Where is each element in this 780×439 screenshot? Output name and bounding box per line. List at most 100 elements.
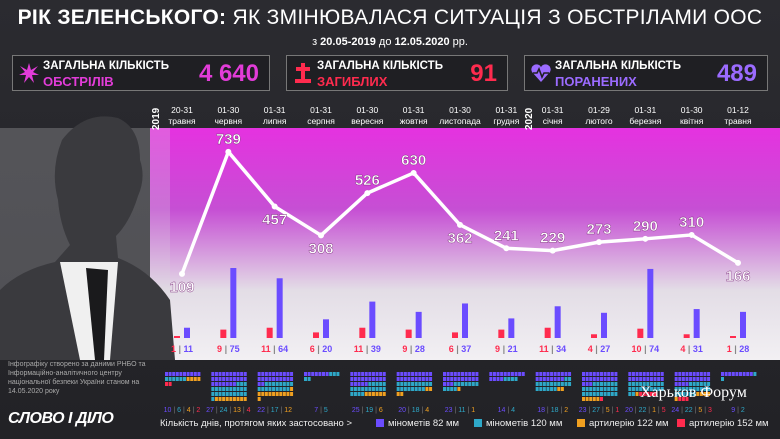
weapon-day-cell — [699, 387, 703, 391]
weapon-day-cell — [749, 372, 753, 376]
weapon-day-cell — [535, 387, 539, 391]
shelling-value-label: 273 — [586, 221, 611, 238]
weapon-day-cell — [592, 397, 596, 401]
weapon-day-cell — [229, 392, 233, 396]
title-bold: РІК ЗЕЛЕНСЬКОГО: — [17, 6, 227, 29]
stat-killed-line2: ЗАГИБЛИХ — [317, 74, 388, 89]
weapon-day-cell — [674, 377, 678, 381]
stat-killed-value: 91 — [470, 60, 497, 87]
wounded-bar — [323, 319, 329, 338]
subtitle-from: 20.05-2019 — [320, 36, 376, 48]
legend-swatch — [376, 419, 384, 427]
weapon-day-cell — [286, 372, 290, 376]
weapon-day-cell — [290, 392, 294, 396]
category-days: 01-31 — [264, 105, 286, 115]
weapon-day-cell — [329, 372, 333, 376]
page-title: РІК ЗЕЛЕНСЬКОГО: ЯК ЗМІНЮВАЛАСЯ СИТУАЦІЯ… — [0, 6, 780, 30]
weapon-days-value: 10 — [164, 407, 172, 414]
separator: | — [656, 407, 662, 414]
weapon-day-cell — [282, 392, 286, 396]
weapon-day-cell — [678, 377, 682, 381]
weapon-day-cell — [553, 382, 557, 386]
weapon-day-cell — [457, 372, 461, 376]
separator: | — [702, 407, 708, 414]
weapon-day-cell — [375, 387, 379, 391]
separator: | — [559, 407, 565, 414]
weapon-day-cell — [503, 377, 507, 381]
weapon-day-cell — [240, 392, 244, 396]
weapon-day-cell — [674, 382, 678, 386]
separator: | — [587, 407, 593, 414]
weapon-day-cell — [225, 372, 229, 376]
weapon-day-cell — [368, 377, 372, 381]
weapon-day-cell — [450, 372, 454, 376]
weapon-day-cell — [236, 372, 240, 376]
weapon-day-cell — [461, 372, 464, 376]
weapon-day-cell — [379, 382, 383, 386]
weapon-days-label: 25 | 19 | 6 — [352, 407, 383, 414]
shelling-value-label: 241 — [494, 227, 519, 244]
weapon-day-cell — [179, 377, 183, 381]
weapon-day-cell — [589, 377, 593, 381]
weapon-day-cell — [225, 377, 229, 381]
weapon-day-cell — [678, 372, 682, 376]
weapon-days: 10 | 6 | 4 | 2 27 | 24 | 13 | 4 22 | 17 | … — [164, 372, 757, 414]
weapon-day-cell — [635, 372, 639, 376]
weapon-day-cell — [607, 377, 611, 381]
weapon-day-cell — [603, 377, 607, 381]
weapon-day-cell — [290, 377, 294, 381]
wounded-label: 64 — [278, 344, 288, 354]
casualty-label: 9 | 21 — [495, 344, 518, 354]
separator: | — [642, 344, 650, 354]
weapon-day-cell — [429, 387, 433, 391]
weapon-day-cell — [275, 377, 279, 381]
legend-swatch — [677, 419, 685, 427]
weapon-day-cell — [172, 377, 176, 381]
category-days: 01-30 — [449, 105, 471, 115]
weapon-days-value: 24 — [671, 407, 679, 414]
weapon-day-cell — [425, 377, 429, 381]
weapon-day-cell — [371, 387, 375, 391]
weapon-day-cell — [282, 372, 286, 376]
weapon-day-cell — [685, 397, 689, 401]
weapon-day-cell — [635, 392, 639, 396]
weapon-day-cell — [183, 377, 186, 381]
weapon-day-cell — [596, 387, 600, 391]
weapon-day-cell — [707, 382, 711, 386]
weapon-day-cell — [272, 372, 276, 376]
weapon-day-cell — [510, 372, 514, 376]
weapon-day-cell — [753, 372, 757, 376]
weapon-day-cell — [614, 382, 618, 386]
wounded-bar — [369, 301, 376, 338]
weapon-day-cell — [707, 377, 711, 381]
weapon-day-cell — [674, 392, 678, 396]
weapon-day-cell — [232, 387, 236, 391]
weapon-day-cell — [542, 387, 546, 391]
weapon-day-cell — [443, 387, 446, 391]
weapon-day-cell — [610, 372, 614, 376]
weapon-day-cell — [222, 397, 226, 401]
separator: | — [679, 407, 685, 414]
weapon-day-cell — [414, 382, 418, 386]
weapon-day-cell — [653, 387, 657, 391]
weapon-day-cell — [314, 372, 318, 376]
wounded-bar — [184, 327, 190, 338]
weapon-day-cell — [703, 392, 707, 396]
subtitle-pre: з — [312, 36, 318, 48]
weapon-days-value: 2 — [741, 407, 745, 414]
weapon-day-cell — [635, 377, 639, 381]
weapon-days-value: 17 — [271, 407, 279, 414]
wounded-bar — [693, 309, 700, 338]
casualty-label: 11 | 34 — [539, 344, 566, 354]
weapon-day-cell — [222, 387, 226, 391]
weapon-day-cell — [678, 392, 682, 396]
weapon-day-cell — [596, 382, 600, 386]
legend-mortar-82: мінометів 82 мм — [376, 418, 459, 429]
weapon-day-cell — [596, 377, 600, 381]
category-month: серпня — [307, 116, 335, 126]
weapon-day-cell — [197, 377, 201, 381]
casualty-label: 1 | 28 — [727, 344, 750, 354]
subtitle-post: рр. — [452, 36, 468, 48]
weapon-days-label: 24 | 22 | 5 | 3 — [671, 407, 712, 414]
